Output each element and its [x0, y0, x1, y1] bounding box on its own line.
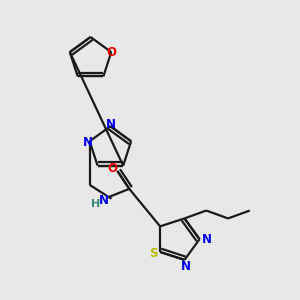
Text: N: N	[83, 136, 93, 149]
Text: O: O	[107, 161, 117, 175]
Text: N: N	[98, 194, 109, 207]
Text: N: N	[106, 118, 116, 131]
Text: H: H	[91, 199, 100, 209]
Text: N: N	[181, 260, 190, 273]
Text: N: N	[202, 233, 212, 246]
Text: O: O	[106, 46, 116, 59]
Text: S: S	[149, 248, 158, 260]
